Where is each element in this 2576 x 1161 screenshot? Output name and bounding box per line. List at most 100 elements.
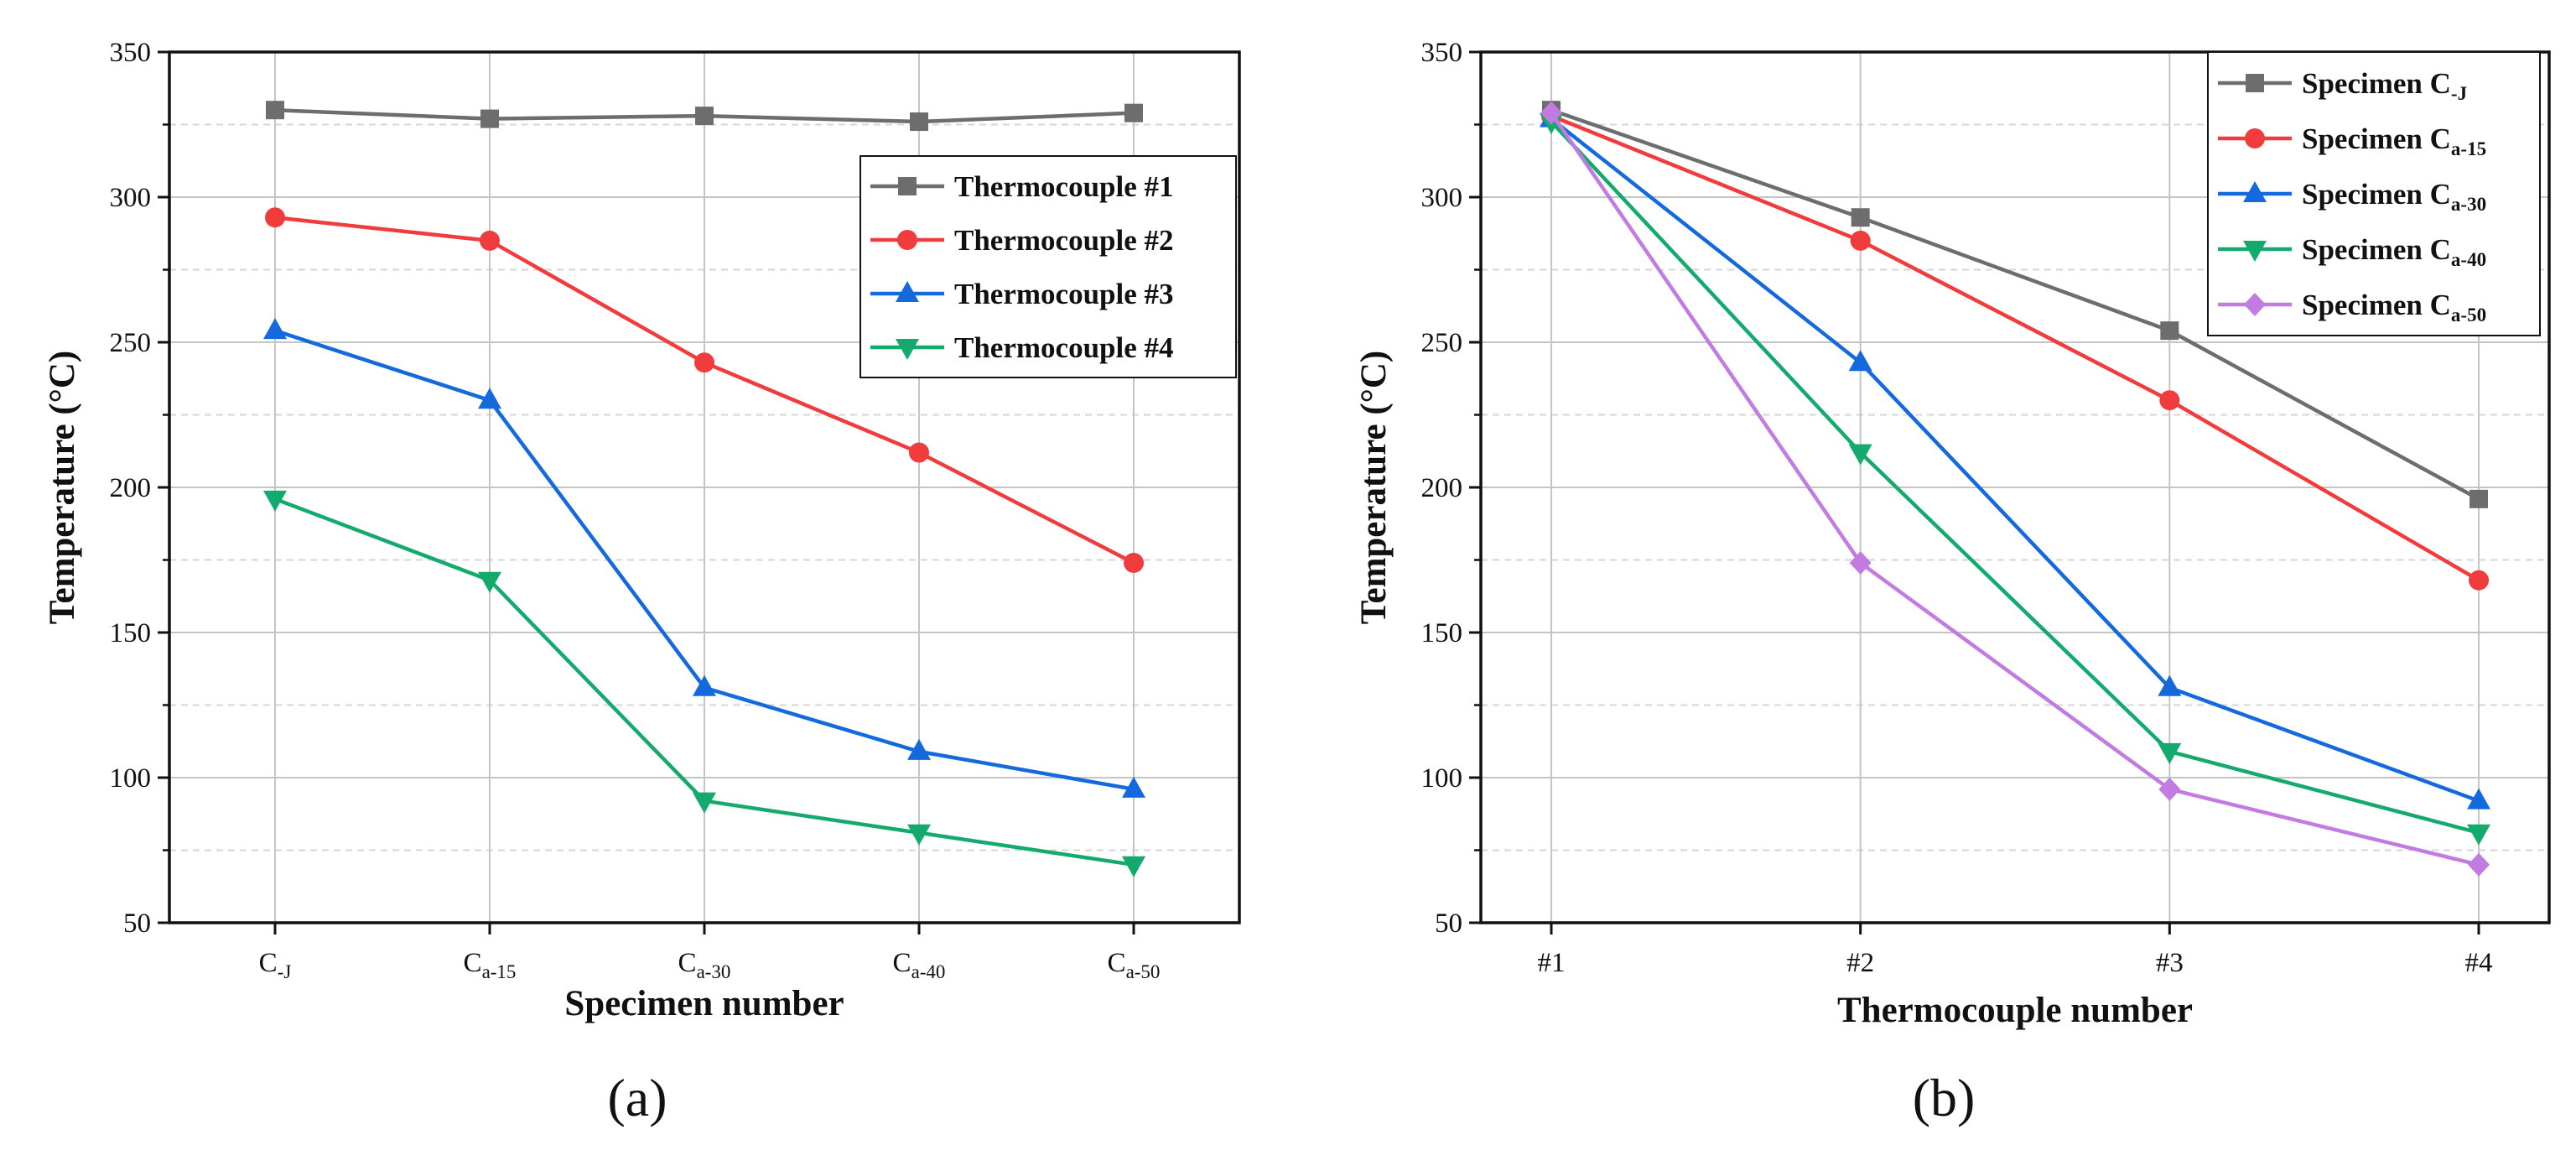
legend-label: Thermocouple #4 [954,331,1174,364]
series-1 [266,101,1143,132]
y-tick-label: 150 [110,618,152,648]
y-axis-title: Temperature (°C) [1354,351,1394,625]
series-line [1550,108,2480,501]
legend-label: Specimen Ca-50 [2302,289,2486,325]
data-point [907,824,931,846]
legend: Thermocouple #1 Thermocouple #2 Thermocoup… [860,155,1237,378]
x-tick-label: Ca-15 [464,948,517,982]
data-point [693,792,716,814]
data-point [909,442,929,463]
series-line [1550,114,2480,582]
data-point [1540,101,1562,125]
x-axis-title: Thermocouple number [1837,991,2193,1030]
legend-marker [2243,241,2267,262]
x-tick-label: #3 [2156,948,2184,978]
data-point [2158,674,2182,696]
data-point [694,352,714,373]
data-point [266,101,284,120]
x-tick-label: C-J [259,948,292,982]
data-point [2467,824,2490,846]
legend-item: Specimen Ca-50 [2218,289,2486,325]
series-line [1550,117,2480,803]
x-tick-label: #4 [2465,948,2493,978]
legend-label: Specimen Ca-15 [2302,122,2486,159]
legend-label: Specimen C-J [2302,67,2467,104]
legend: Specimen C-J Specimen Ca-15 Specimen Ca-30… [2207,51,2541,336]
legend-box [2207,51,2541,336]
y-tick-label: 250 [110,328,152,358]
y-tick-label: 300 [110,183,152,213]
legend-marker [2246,74,2264,92]
series-5 [1540,101,2490,877]
legend-label: Thermocouple #1 [954,170,1174,203]
x-tick-label: Ca-50 [1108,948,1161,982]
data-point [1850,230,1871,251]
data-point [263,318,287,340]
series-3 [263,318,1145,798]
data-point [2159,390,2180,411]
y-tick-label: 200 [110,473,152,503]
panel-label: (b) [1913,1068,1976,1127]
data-point [2467,788,2490,810]
data-point [478,388,501,409]
y-axis-title: Temperature (°C) [43,351,82,625]
legend-label: Thermocouple #3 [954,278,1174,310]
panel-label: (a) [607,1068,667,1127]
series-line [1550,120,2480,835]
y-tick-label: 250 [1421,328,1463,358]
legend-item: Specimen Ca-15 [2218,122,2486,159]
data-point [1848,444,1872,466]
data-point [265,207,285,228]
data-point [2468,852,2490,877]
data-point [1848,350,1872,372]
data-point [2470,489,2488,508]
x-tick-label: #1 [1538,948,1566,978]
data-point [695,107,714,126]
x-tick-label: Ca-40 [893,948,946,982]
data-point [1124,552,1144,573]
legend-item: Thermocouple #2 [870,224,1174,257]
data-point [2158,742,2182,764]
series-line [1550,112,2480,867]
y-tick-label: 300 [1421,183,1463,213]
data-point [2469,570,2489,591]
legend-item: Thermocouple #4 [870,331,1174,364]
data-point [693,674,716,696]
legend-marker [897,230,917,250]
y-tick-label: 200 [1421,473,1463,503]
y-tick-label: 100 [110,763,152,794]
data-point [2158,777,2181,801]
legend-item: Specimen Ca-40 [2218,233,2486,270]
data-point [480,230,500,251]
data-point [1122,856,1145,877]
data-point [1122,776,1145,798]
data-point [1851,208,1870,227]
y-tick-label: 350 [1421,38,1463,68]
data-point [910,112,928,132]
data-point [1849,550,1872,575]
series-2 [265,207,1144,573]
legend-label: Specimen Ca-40 [2302,233,2486,270]
legend-marker [2243,181,2267,202]
legend-label: Thermocouple #2 [954,224,1174,257]
series-1 [1542,101,2488,508]
data-point [1124,103,1143,122]
x-tick-label: #2 [1846,948,1874,978]
legend-item: Thermocouple #3 [870,278,1174,310]
x-tick-label: Ca-30 [678,948,731,982]
legend-marker [898,177,917,195]
y-tick-label: 150 [1421,618,1463,648]
chart-panel-a: 50 100 150 200 250 300 350 C-J Ca-15 Ca-30 Ca-40 Ca… [43,38,1241,1127]
y-tick-label: 50 [123,908,151,939]
data-point [263,490,287,512]
series-4 [263,490,1145,877]
y-tick-label: 350 [110,38,152,68]
chart-panel-b: 50 100 150 200 250 300 350 #1 #2 #3 #4 Thermocouple… [1354,38,2551,1127]
legend-item: Specimen C-J [2218,67,2467,104]
data-point [907,738,931,760]
data-point [2160,321,2179,341]
legend-label: Specimen Ca-30 [2302,178,2486,215]
legend-marker [2244,293,2266,316]
x-axis-title: Specimen number [564,984,844,1023]
